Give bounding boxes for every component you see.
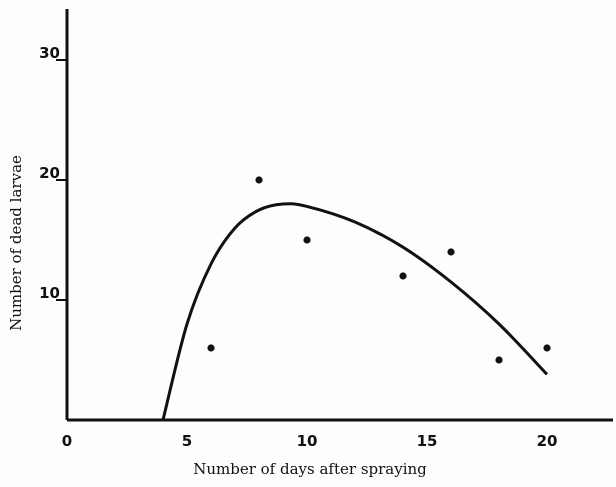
data-point: [303, 236, 311, 244]
y-tick-label: 30: [39, 44, 60, 62]
y-tick-label: 10: [39, 284, 60, 302]
data-point: [399, 272, 407, 280]
x-tick-label: 20: [537, 432, 558, 450]
data-point: [255, 176, 263, 184]
tick-group: 0 5 10 15 20 10 20 30: [39, 44, 557, 450]
data-point: [207, 344, 215, 352]
data-point: [495, 356, 503, 364]
x-tick-label: 15: [417, 432, 438, 450]
data-point: [447, 248, 455, 256]
x-tick-label: 5: [182, 432, 192, 450]
x-axis-label: Number of days after spraying: [193, 460, 427, 478]
fit-curve-line: [161, 202, 549, 421]
y-axis-label: Number of dead larvae: [7, 155, 25, 331]
scatter-points: [207, 176, 551, 364]
x-tick-label: 10: [297, 432, 318, 450]
x-tick-label: 0: [62, 432, 72, 450]
data-point: [543, 344, 551, 352]
y-tick-label: 20: [39, 164, 60, 182]
